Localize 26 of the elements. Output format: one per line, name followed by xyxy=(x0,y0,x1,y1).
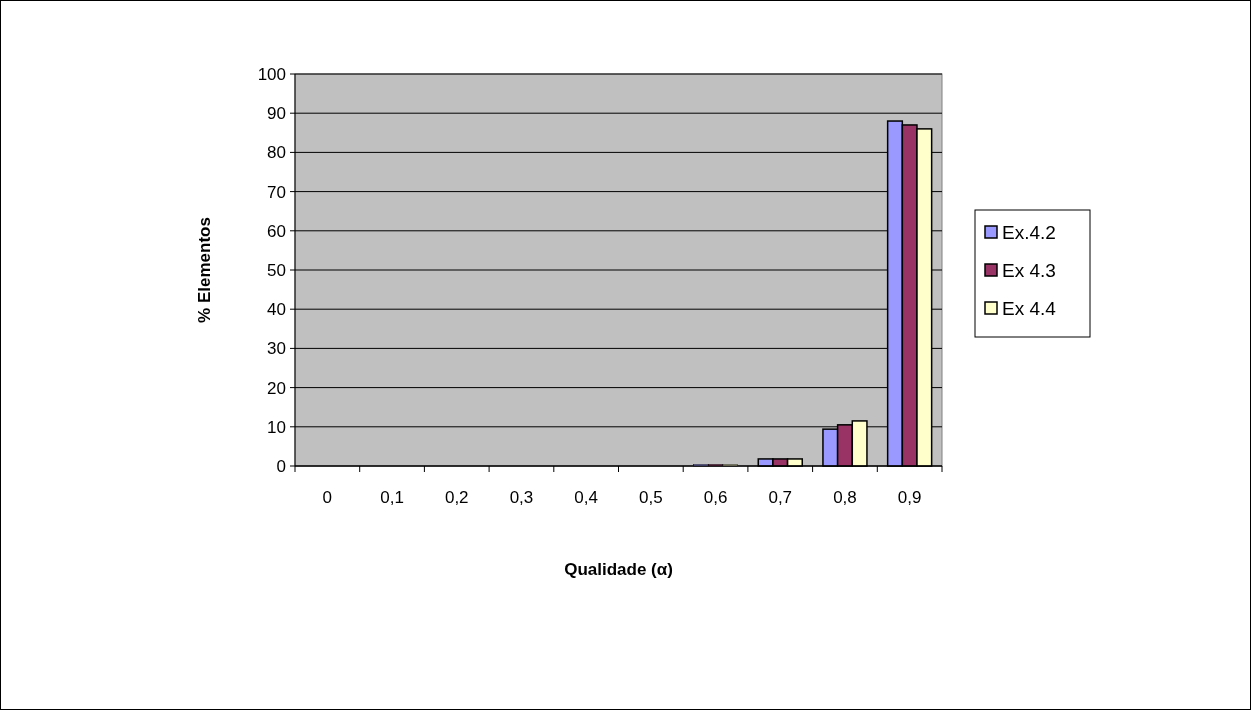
x-tick-label: 0,6 xyxy=(703,488,728,507)
x-tick-label: 0,3 xyxy=(509,488,534,507)
y-tick-label: 10 xyxy=(267,417,286,437)
y-tick-label: 60 xyxy=(267,221,286,241)
y-tick-label: 30 xyxy=(267,339,286,359)
y-tick-label: 90 xyxy=(267,104,286,124)
x-axis-title: Qualidade (α) xyxy=(564,560,673,579)
x-tick-label: 0,2 xyxy=(444,488,469,507)
y-axis-title: % Elementos xyxy=(195,217,214,323)
y-tick-label: 40 xyxy=(267,300,286,320)
x-tick-label: 0,7 xyxy=(768,488,793,507)
x-tick-label: 0,5 xyxy=(639,488,663,507)
x-tick-label: 0 xyxy=(322,488,333,507)
x-tick-label: 0,1 xyxy=(380,488,404,507)
x-tick-label: 0,4 xyxy=(574,488,598,507)
y-tick-label: 50 xyxy=(267,260,286,280)
legend-label: Ex 4.4 xyxy=(1002,297,1057,319)
y-tick-label: 70 xyxy=(267,182,286,202)
y-tick-label: 80 xyxy=(267,143,286,163)
x-tick-label: 0,9 xyxy=(897,488,922,507)
y-tick-label: 100 xyxy=(257,64,286,84)
legend-label: Ex 4.3 xyxy=(1002,259,1056,281)
y-tick-label: 0 xyxy=(276,456,286,476)
y-tick-label: 20 xyxy=(267,378,286,398)
x-tick-label: 0,8 xyxy=(833,488,857,507)
legend-label: Ex.4.2 xyxy=(1002,221,1056,243)
